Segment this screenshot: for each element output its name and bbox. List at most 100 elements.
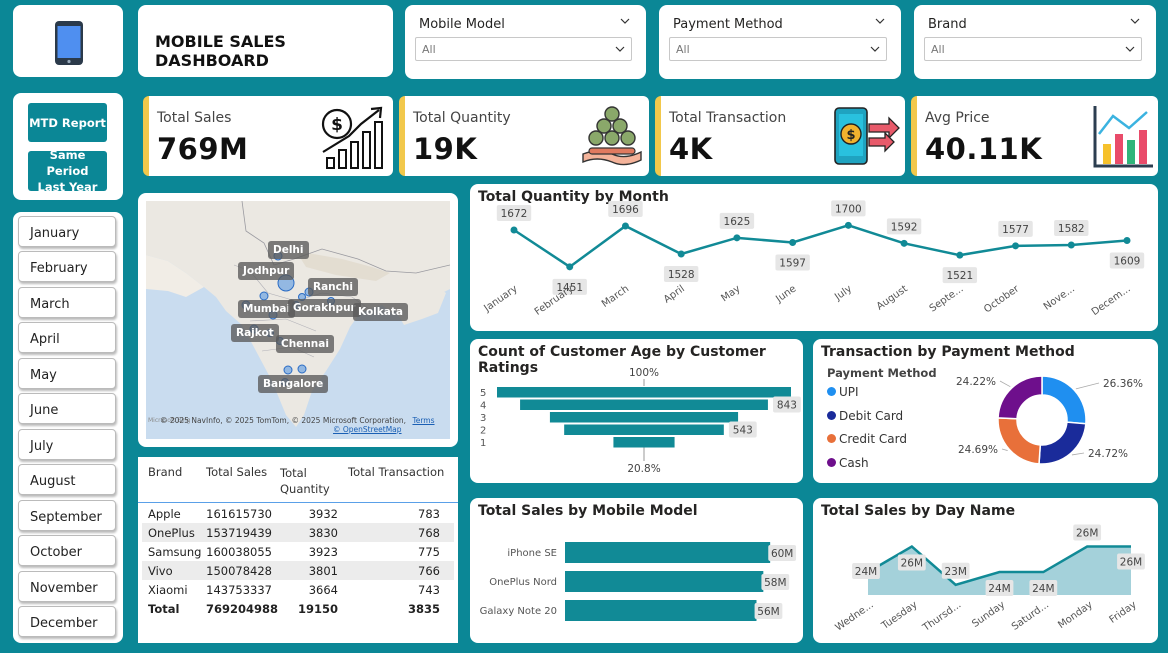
table-total-row[interactable]: Total 769204988 19150 3835 — [142, 599, 454, 618]
bing-logo: Microsoft Bing — [148, 417, 191, 424]
data-label: 1696 — [612, 204, 639, 216]
data-label: 1672 — [501, 208, 528, 220]
data-label-bg — [496, 205, 532, 221]
legend-item[interactable]: Debit Card — [827, 409, 903, 423]
donut-slice — [997, 375, 1043, 420]
legend-swatch — [827, 387, 836, 396]
month-button-april[interactable]: April — [18, 322, 116, 353]
month-button-may[interactable]: May — [18, 358, 116, 389]
chart-title: Total Sales by Day Name — [821, 503, 1016, 519]
month-button-september[interactable]: September — [18, 500, 116, 531]
data-label: 24.72% — [1088, 448, 1128, 460]
data-label-bg — [1109, 252, 1145, 269]
data-label: 1521 — [946, 270, 973, 282]
quantity-by-month-chart[interactable]: Total Quantity by Month 1672 January 1451 F… — [470, 184, 1158, 331]
month-button-june[interactable]: June — [18, 393, 116, 424]
month-button-october[interactable]: October — [18, 535, 116, 566]
month-button-november[interactable]: November — [18, 571, 116, 602]
osm-link[interactable]: © OpenStreetMap — [333, 425, 402, 434]
logo-card — [13, 5, 123, 77]
table-row[interactable]: Vivo 150078428 3801 766 — [142, 561, 454, 580]
slicer-label: Mobile Model — [419, 17, 505, 32]
x-tick-label: August — [875, 283, 910, 312]
data-label: 60M — [771, 548, 793, 560]
data-label-bg — [761, 574, 790, 590]
slicer-dropdown[interactable]: All — [924, 37, 1142, 61]
data-label-bg — [728, 421, 757, 438]
data-label-bg — [985, 580, 1014, 597]
x-tick-label: Wedne... — [834, 599, 876, 633]
funnel-bar — [549, 412, 739, 423]
legend-item[interactable]: UPI — [827, 385, 859, 399]
donut-slice — [1041, 375, 1087, 425]
month-button-december[interactable]: December — [18, 606, 116, 637]
sales-by-day-chart[interactable]: Total Sales by Day Name 24M Wedne... 26M Tu… — [813, 498, 1158, 643]
legend-label: Credit Card — [839, 432, 907, 446]
table-cell: 775 — [418, 545, 440, 559]
legend-swatch — [827, 410, 836, 420]
table-row[interactable]: OnePlus 153719439 3830 768 — [142, 523, 454, 542]
col-header-total-quantity[interactable]: Total Quantity — [280, 466, 330, 496]
col-header-brand[interactable]: Brand — [148, 465, 183, 479]
chevron-down-icon[interactable] — [875, 16, 885, 26]
same-period-last-year-button[interactable]: Same Period Last Year — [28, 148, 107, 194]
funnel-bar — [497, 387, 791, 398]
terms-link[interactable]: Terms — [412, 416, 435, 425]
x-tick-label: Thursd... — [920, 599, 963, 634]
chevron-down-icon[interactable] — [1130, 16, 1140, 26]
leader-line — [1075, 382, 1100, 390]
table-row[interactable]: Samsung 160038055 3923 775 — [142, 542, 454, 561]
map-label-bangalore: Bangalore — [258, 375, 329, 393]
map-canvas[interactable] — [146, 201, 450, 439]
table-row[interactable]: Apple 161615730 3932 783 — [142, 504, 454, 523]
data-label-bg — [941, 562, 970, 579]
col-header-total-transaction[interactable]: Total Transaction — [348, 465, 445, 479]
legend-title: Payment Method — [827, 366, 937, 380]
slicer-payment-method[interactable]: Payment Method All — [659, 5, 901, 79]
month-button-march[interactable]: March — [18, 287, 116, 318]
funnel-bar — [613, 437, 675, 448]
col-header-total-sales[interactable]: Total Sales — [206, 465, 268, 479]
table-cell: 3830 — [308, 526, 338, 540]
sales-map[interactable]: Delhi Jodhpur Ranchi Mumbai Gorakhpur Ko… — [138, 193, 458, 447]
slicer-mobile-model[interactable]: Mobile Model All — [405, 5, 646, 79]
mobile-phone-icon — [55, 21, 83, 65]
legend-item[interactable]: Credit Card — [827, 432, 907, 446]
data-label: 1582 — [1058, 223, 1085, 235]
slicer-value: All — [676, 43, 690, 56]
data-label-bg — [775, 254, 810, 271]
table-cell: 160038055 — [206, 545, 272, 559]
kpi-value: 40.11K — [925, 132, 1043, 166]
legend-item[interactable]: Cash — [827, 456, 869, 470]
month-button-july[interactable]: July — [18, 429, 116, 460]
month-button-august[interactable]: August — [18, 464, 116, 495]
sales-by-model-chart[interactable]: Total Sales by Mobile Model iPhone SE 60M… — [470, 498, 803, 643]
slicer-value: All — [931, 43, 945, 56]
data-label-bg — [719, 212, 755, 229]
chevron-down-icon[interactable] — [620, 16, 630, 26]
table-cell: Vivo — [148, 564, 173, 578]
payment-method-donut[interactable]: Transaction by Payment Method Payment Me… — [813, 339, 1158, 483]
data-point — [844, 221, 852, 229]
mtd-report-button[interactable]: MTD Report — [28, 103, 107, 142]
customer-ratings-funnel[interactable]: Count of Customer Age by Customer Rating… — [470, 339, 803, 483]
month-button-february[interactable]: February — [18, 251, 116, 282]
slicer-label: Brand — [928, 17, 967, 32]
data-point — [900, 239, 908, 247]
area-fill — [868, 546, 1131, 595]
month-button-january[interactable]: January — [18, 216, 116, 247]
data-label: 58M — [764, 577, 786, 589]
slicer-brand[interactable]: Brand All — [914, 5, 1156, 79]
x-tick-label: April — [662, 283, 687, 305]
day-area-svg: 24M Wedne... 26M Tuesday 23M Thursd... 24M Sund… — [834, 524, 1145, 634]
data-label-bg — [768, 545, 797, 561]
series-line — [867, 545, 1131, 587]
slicer-dropdown[interactable]: All — [415, 37, 632, 61]
table-cell: 3801 — [308, 564, 338, 578]
table-row[interactable]: Xiaomi 143753337 3664 743 — [142, 580, 454, 599]
data-label: 26.36% — [1103, 378, 1143, 390]
x-tick-label: Nove... — [1042, 283, 1077, 312]
x-tick-label: Tuesday — [879, 599, 920, 632]
slicer-dropdown[interactable]: All — [669, 37, 887, 61]
